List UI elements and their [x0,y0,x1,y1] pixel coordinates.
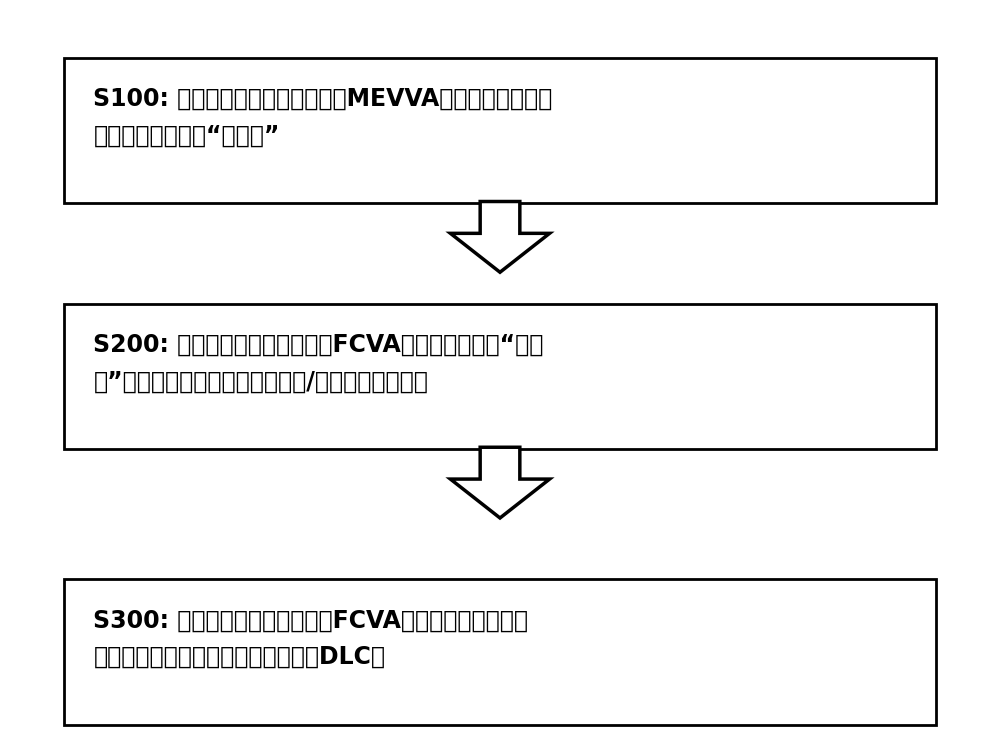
Text: S100: 利用金属真空蒸汽离子源（MEVVA），向所述基体注
入金属，形成所述“钉扎层”: S100: 利用金属真空蒸汽离子源（MEVVA），向所述基体注 入金属，形成所述… [93,87,553,148]
FancyBboxPatch shape [64,58,936,203]
Polygon shape [450,202,550,273]
Polygon shape [450,447,550,518]
FancyBboxPatch shape [64,579,936,724]
Text: S200: 利用磁过滤阴极真空弧（FCVA）方法，向所述“钉扎
层”表面沉积第一层释放应力金属/金属氧化物过渡层: S200: 利用磁过滤阴极真空弧（FCVA）方法，向所述“钉扎 层”表面沉积第一… [93,333,544,393]
FancyBboxPatch shape [64,304,936,449]
Text: S300: 利用磁过滤阴极真空弧（FCVA）方法，在第一层表
面沉积超硬超高绹缘的类金刚石膜（DLC）: S300: 利用磁过滤阴极真空弧（FCVA）方法，在第一层表 面沉积超硬超高绹缘… [93,608,528,669]
